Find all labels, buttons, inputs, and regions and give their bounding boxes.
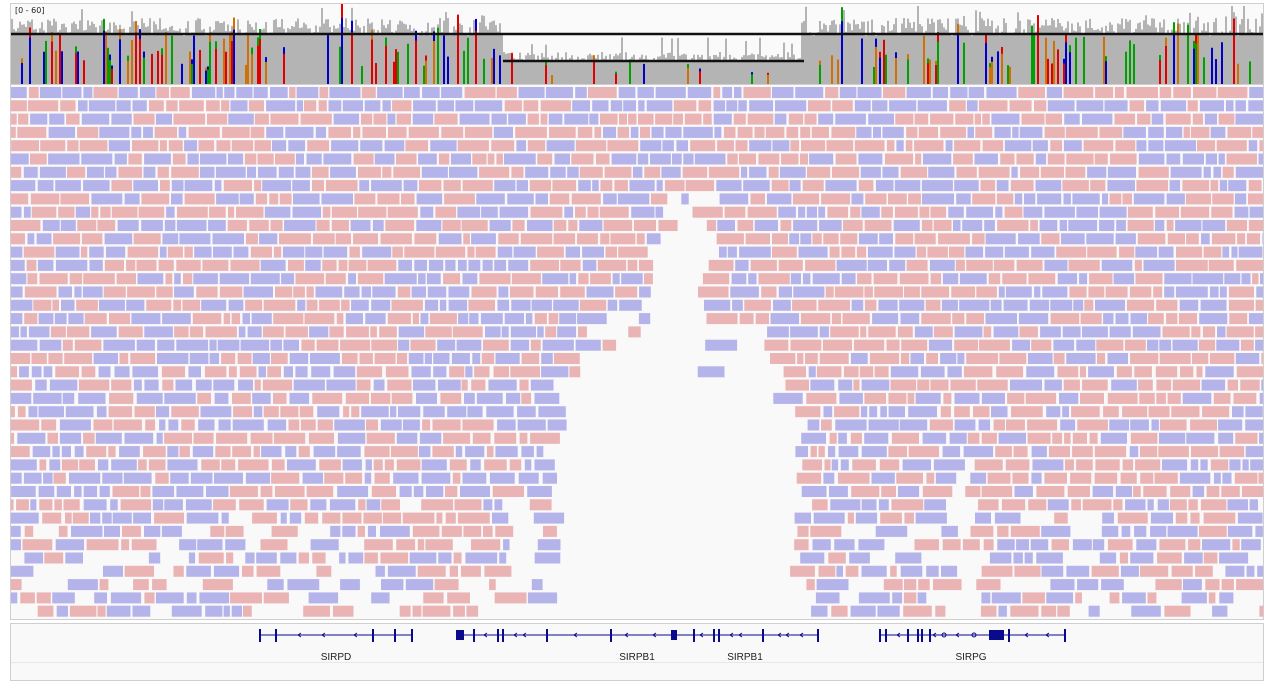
gene-label-sirpb1-long: SIRPB1 <box>619 652 655 663</box>
gene-annotation-track[interactable]: SIRPD SIRPB1 <box>10 623 1264 681</box>
coverage-data-range-label: [0 - 60] <box>14 6 46 15</box>
read-pileup <box>11 87 1263 617</box>
gene-feature-sirpd[interactable]: SIRPD <box>259 629 413 663</box>
gene-features: SIRPD SIRPB1 <box>259 629 1066 663</box>
gene-label-sirpg: SIRPG <box>955 652 986 663</box>
gene-feature-sirpb1-long[interactable]: SIRPB1 <box>456 629 677 663</box>
coverage-track[interactable]: [0 - 60] <box>10 3 1264 85</box>
gene-feature-sirpb1-short[interactable]: SIRPB1 <box>677 629 819 663</box>
gene-label-sirpd: SIRPD <box>321 652 352 663</box>
gene-label-sirpb1-short: SIRPB1 <box>727 652 763 663</box>
gene-feature-sirpg[interactable]: SIRPG <box>879 629 1066 663</box>
alignment-track[interactable] <box>10 85 1264 620</box>
coverage-histogram <box>11 4 1263 84</box>
gene-track-divider <box>11 662 1263 663</box>
